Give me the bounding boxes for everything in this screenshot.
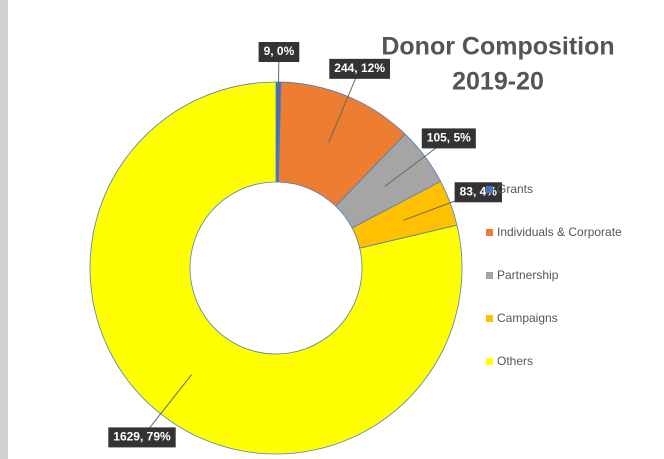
data-label-box <box>258 42 300 63</box>
data-label: 9, 0% <box>264 44 295 58</box>
data-label-box <box>329 58 391 79</box>
data-label: 105, 5% <box>427 131 471 145</box>
donut-slice <box>89 81 463 455</box>
legend-label: Grants <box>497 182 533 196</box>
leader-line <box>141 374 193 438</box>
chart-title: 2019-20 <box>452 68 544 96</box>
legend-marker <box>486 315 493 322</box>
legend-marker <box>486 358 493 365</box>
left-border <box>0 0 8 459</box>
data-label: 1629, 79% <box>113 430 171 444</box>
legend-marker <box>486 229 493 236</box>
leader-line <box>328 68 361 143</box>
data-label-box <box>108 427 176 448</box>
legend-label: Others <box>497 354 533 368</box>
data-label: 244, 12% <box>334 61 385 75</box>
data-label-box <box>421 128 476 149</box>
legend-label: Individuals & Corporate <box>497 225 622 239</box>
legend-marker <box>486 272 493 279</box>
legend-marker <box>486 186 493 193</box>
legend-label: Campaigns <box>497 311 558 325</box>
chart-title: Donor Composition <box>381 33 614 61</box>
leader-line <box>277 52 280 133</box>
legend-label: Partnership <box>497 268 559 282</box>
